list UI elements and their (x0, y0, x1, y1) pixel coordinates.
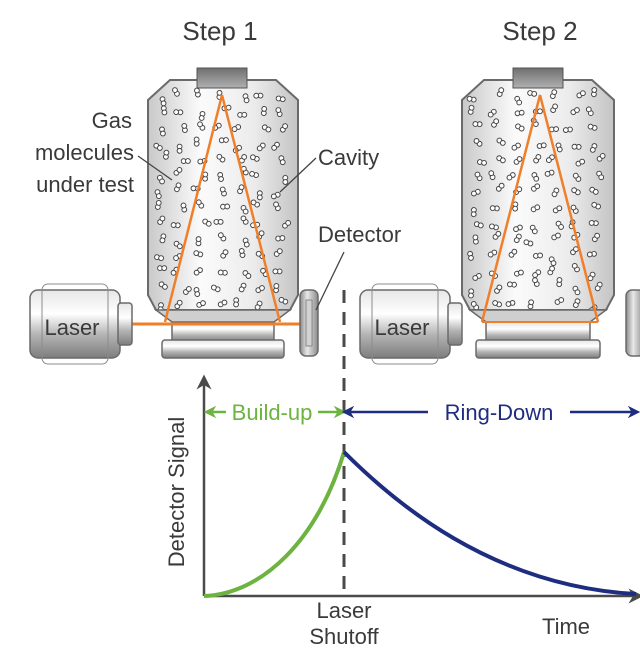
cavity-step1 (147, 67, 299, 359)
y-axis-label: Detector Signal (164, 417, 189, 567)
laser-unit-1: Laser (29, 283, 133, 365)
top-mirror-cap-2 (512, 67, 564, 89)
ringdown-curve (342, 450, 637, 596)
ringdown-label: Ring-Down (445, 400, 554, 425)
laser-label-2: Laser (374, 315, 429, 340)
gas-label-line1: Gas (92, 108, 132, 133)
cavity-label: Cavity (318, 145, 379, 170)
shutoff-label-line2: Shutoff (309, 624, 379, 649)
cavity-leader-line (279, 157, 317, 193)
step2-title: Step 2 (502, 16, 577, 46)
buildup-curve (203, 451, 346, 598)
laser-label-1: Laser (44, 315, 99, 340)
gas-label-line2: molecules (35, 140, 134, 165)
laser-unit-2: Laser (359, 283, 463, 365)
detector-step2 (625, 289, 640, 357)
gas-leader-line (137, 155, 173, 181)
buildup-label: Build-up (232, 400, 313, 425)
laser-beam-step1 (128, 94, 306, 326)
detector-label: Detector (318, 222, 401, 247)
gas-label-line3: under test (36, 172, 134, 197)
detector-leader-line (315, 251, 345, 311)
laser-beam-step2 (480, 94, 600, 323)
shutoff-label-line1: Laser (316, 598, 371, 623)
detector-step1 (299, 289, 319, 357)
signal-graph: Detector Signal Time Laser Shutoff Build… (164, 290, 640, 649)
x-axis-label: Time (542, 614, 590, 639)
step1-title: Step 1 (182, 16, 257, 46)
top-mirror-cap (196, 67, 248, 89)
